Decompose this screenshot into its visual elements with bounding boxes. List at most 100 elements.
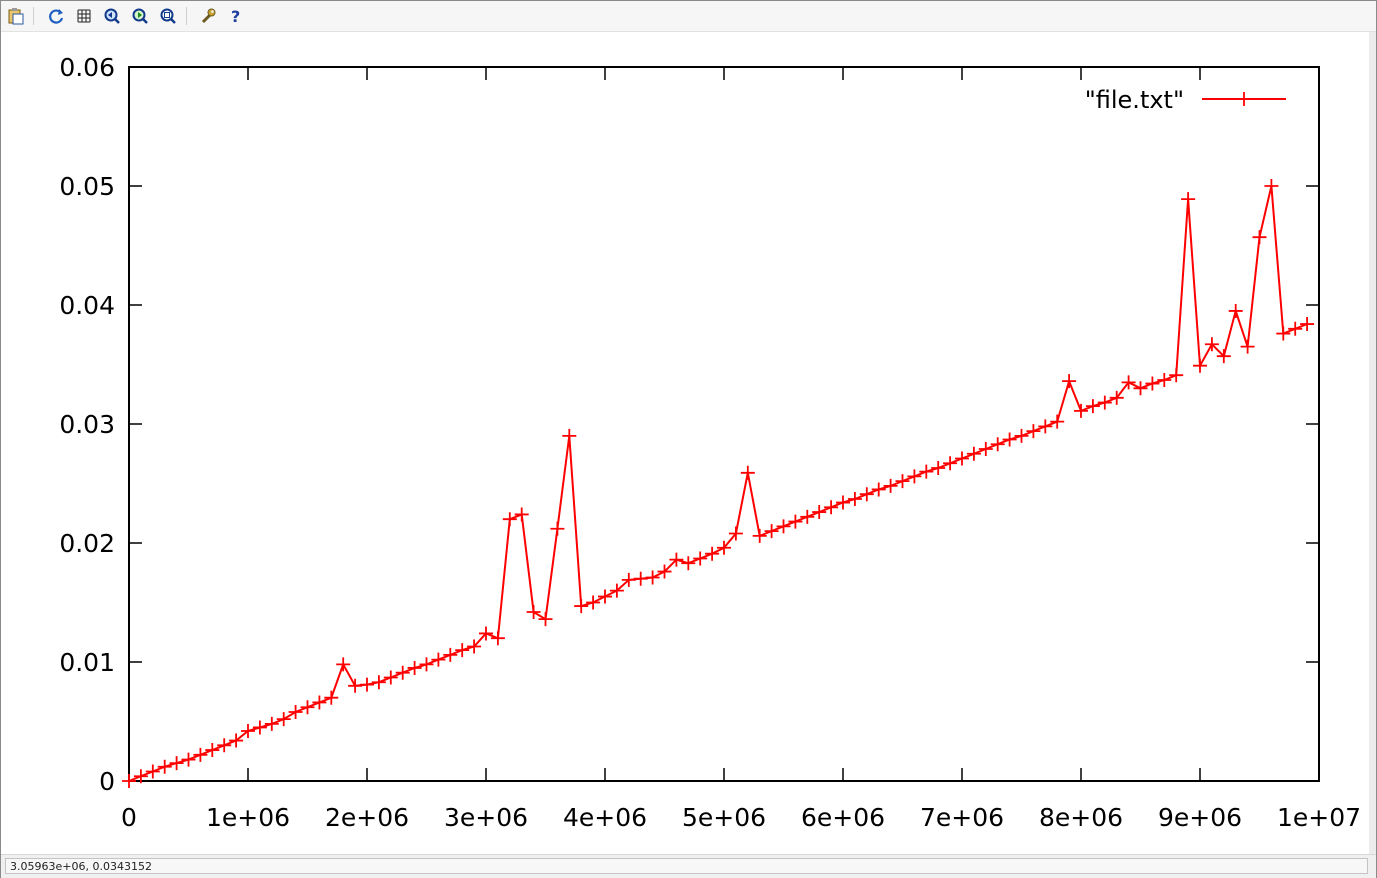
status-bar: 3.05963e+06, 0.0343152 bbox=[1, 854, 1376, 878]
data-point bbox=[217, 738, 232, 753]
data-point bbox=[1216, 349, 1231, 364]
data-point bbox=[728, 526, 743, 541]
data-point bbox=[1157, 372, 1172, 387]
data-point bbox=[907, 469, 922, 484]
data-point bbox=[383, 670, 398, 685]
y-tick-label: 0.06 bbox=[59, 53, 115, 82]
grid-button[interactable] bbox=[74, 6, 94, 26]
x-tick-label: 1e+06 bbox=[206, 803, 290, 832]
data-point bbox=[1121, 375, 1136, 390]
data-point bbox=[526, 605, 541, 620]
data-point bbox=[300, 700, 315, 715]
y-tick-label: 0.04 bbox=[59, 291, 115, 320]
data-point bbox=[193, 747, 208, 762]
data-point bbox=[360, 677, 374, 692]
toolbar: ? bbox=[1, 1, 1376, 32]
data-point bbox=[133, 769, 148, 784]
data-point bbox=[717, 540, 731, 555]
toolbar-separator bbox=[33, 7, 34, 25]
data-point bbox=[1074, 403, 1088, 418]
data-point bbox=[919, 464, 934, 479]
data-point bbox=[859, 487, 874, 502]
data-point bbox=[788, 514, 803, 529]
data-point bbox=[1288, 321, 1303, 336]
replot-button[interactable] bbox=[46, 6, 66, 26]
copy-to-clipboard-button[interactable] bbox=[6, 6, 26, 26]
data-point bbox=[419, 657, 434, 672]
data-point bbox=[1169, 368, 1184, 383]
data-point bbox=[847, 491, 862, 506]
x-tick-label: 2e+06 bbox=[325, 803, 409, 832]
help-button[interactable]: ? bbox=[226, 6, 246, 26]
data-point bbox=[538, 612, 553, 627]
data-point bbox=[645, 570, 660, 585]
data-point bbox=[740, 465, 755, 480]
data-point bbox=[407, 660, 422, 675]
y-tick-label: 0.03 bbox=[59, 410, 115, 439]
zoom-previous-icon bbox=[104, 8, 120, 24]
data-point bbox=[598, 589, 612, 604]
data-point bbox=[288, 704, 303, 719]
data-point bbox=[586, 595, 601, 610]
data-point bbox=[681, 556, 696, 571]
data-point bbox=[1145, 376, 1160, 391]
data-point bbox=[633, 571, 648, 586]
data-point bbox=[705, 546, 720, 561]
data-point bbox=[1300, 317, 1315, 332]
data-point bbox=[693, 551, 708, 566]
mouse-coordinates: 3.05963e+06, 0.0343152 bbox=[5, 858, 1368, 874]
data-point bbox=[169, 756, 184, 771]
data-point bbox=[931, 461, 946, 476]
data-point bbox=[657, 564, 672, 579]
data-point bbox=[955, 451, 969, 466]
data-point bbox=[455, 643, 470, 658]
vertical-scrollbar[interactable] bbox=[1369, 32, 1376, 854]
data-point bbox=[1276, 326, 1291, 341]
x-tick-label: 3e+06 bbox=[444, 803, 528, 832]
y-tick-label: 0.05 bbox=[59, 172, 115, 201]
previous-zoom-button[interactable] bbox=[102, 6, 122, 26]
data-point bbox=[1085, 399, 1100, 414]
data-point bbox=[1240, 339, 1255, 354]
data-point bbox=[1026, 424, 1041, 439]
line-chart[interactable]: 0 1e+06 2e+06 3e+06 4e+06 5e+06 6e+06 7e+06 8e+0… bbox=[1, 32, 1369, 854]
data-point bbox=[752, 528, 767, 543]
x-tick-label: 0 bbox=[121, 803, 137, 832]
data-point bbox=[1264, 179, 1279, 193]
help-icon: ? bbox=[231, 7, 240, 25]
settings-button[interactable] bbox=[198, 6, 218, 26]
x-tick-label: 6e+06 bbox=[801, 803, 885, 832]
x-tick-label: 8e+06 bbox=[1039, 803, 1123, 832]
data-point bbox=[443, 647, 458, 662]
data-point bbox=[836, 495, 850, 510]
data-point bbox=[943, 456, 958, 471]
data-point bbox=[276, 712, 291, 727]
plot-area[interactable]: 0 1e+06 2e+06 3e+06 4e+06 5e+06 6e+06 7e+06 8e+0… bbox=[1, 32, 1369, 854]
zoom-autoscale-icon bbox=[160, 8, 176, 24]
next-zoom-button[interactable] bbox=[130, 6, 150, 26]
data-point bbox=[621, 572, 636, 587]
data-point bbox=[371, 675, 386, 690]
data-point bbox=[157, 759, 172, 774]
legend-label: "file.txt" bbox=[1085, 86, 1184, 114]
data-point bbox=[502, 512, 517, 527]
data-point bbox=[1193, 358, 1207, 373]
y-tick-label: 0.01 bbox=[59, 648, 115, 677]
data-point bbox=[895, 474, 910, 489]
legend-marker bbox=[1237, 92, 1251, 106]
autoscale-button[interactable] bbox=[158, 6, 178, 26]
data-point bbox=[324, 690, 339, 705]
data-point bbox=[764, 524, 779, 539]
data-point bbox=[467, 639, 482, 654]
data-point bbox=[336, 657, 351, 672]
data-point bbox=[966, 446, 981, 461]
wrench-icon bbox=[201, 8, 216, 24]
toolbar-separator bbox=[186, 7, 187, 25]
data-point bbox=[1109, 390, 1124, 405]
data-point bbox=[252, 720, 267, 735]
data-point bbox=[609, 583, 624, 598]
data-point bbox=[479, 626, 493, 641]
data-point bbox=[1181, 192, 1196, 207]
svg-text:?: ? bbox=[231, 7, 240, 25]
data-point bbox=[1050, 414, 1065, 429]
